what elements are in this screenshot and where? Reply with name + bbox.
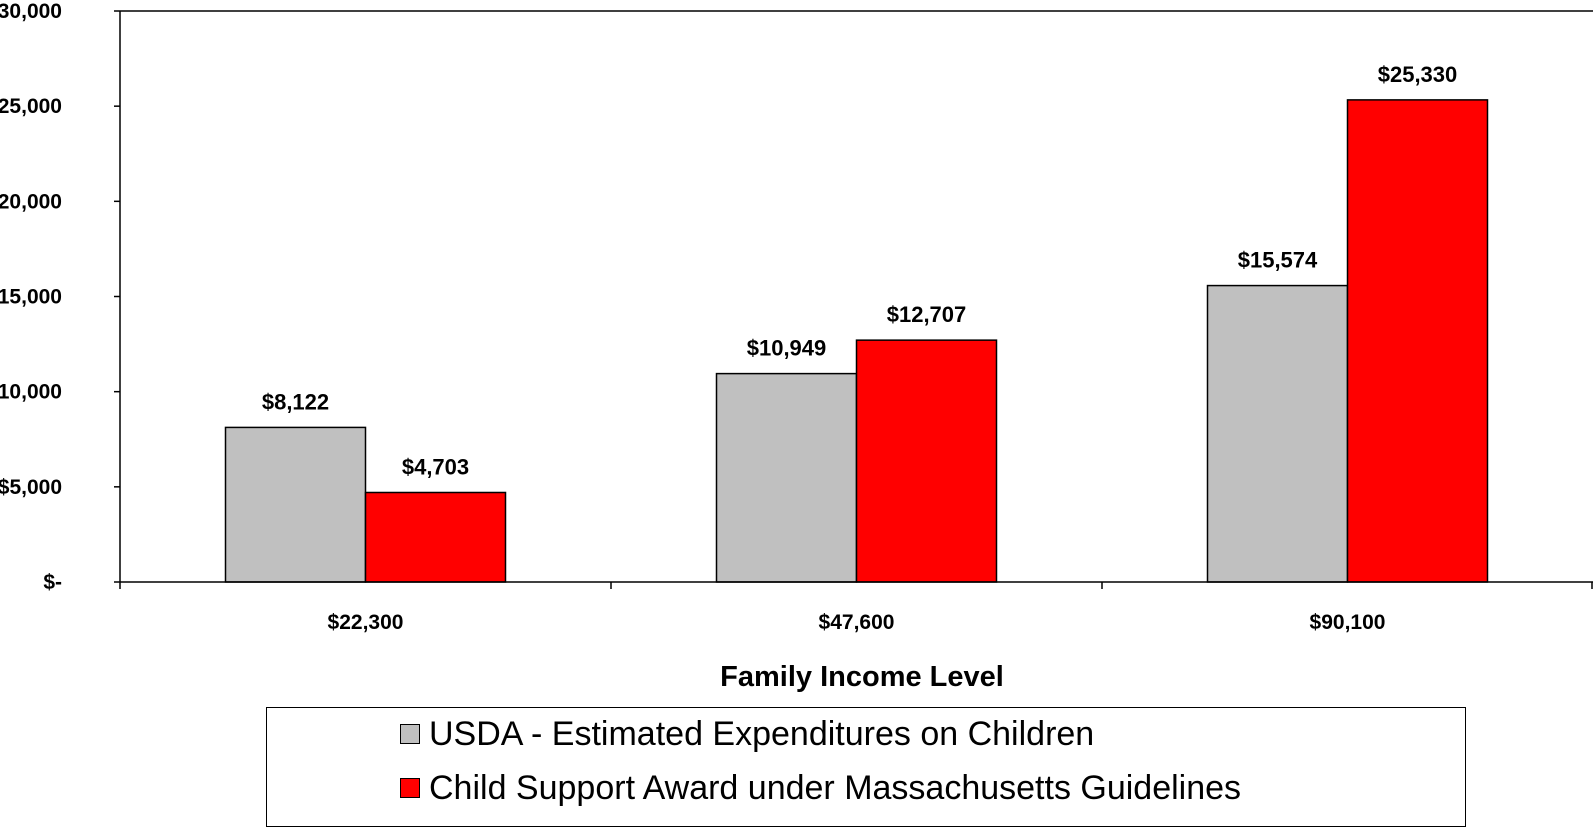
data-label: $8,122 <box>262 389 329 414</box>
bar <box>366 492 506 582</box>
data-label: $15,574 <box>1238 248 1318 273</box>
y-tick-label: $- <box>43 571 62 594</box>
data-label: $25,330 <box>1378 62 1458 87</box>
bar <box>857 340 997 582</box>
x-tick-label: $22,300 <box>328 611 404 634</box>
bar-chart: $- $5,000 $10,000 $15,000 $20,000 $25,000 $30,… <box>0 0 1593 700</box>
legend-item-massachusetts: Child Support Award under Massachusetts … <box>400 768 1241 808</box>
y-tick-label: $25,000 <box>0 95 62 118</box>
legend-label-usda: USDA - Estimated Expenditures on Childre… <box>429 715 1094 754</box>
x-axis-title: Family Income Level <box>720 661 1004 693</box>
legend-item-usda: USDA - Estimated Expenditures on Childre… <box>400 714 1094 754</box>
y-tick-label: $15,000 <box>0 286 62 309</box>
bar <box>1348 100 1488 582</box>
bar <box>226 427 366 582</box>
y-tick-label: $30,000 <box>0 0 62 23</box>
legend-swatch-usda <box>400 724 420 744</box>
x-tick-label: $47,600 <box>819 611 895 634</box>
y-tick-label: $20,000 <box>0 190 62 213</box>
data-label: $10,949 <box>747 336 827 361</box>
y-tick-label: $5,000 <box>0 476 62 499</box>
bar <box>717 374 857 582</box>
x-tick-label: $90,100 <box>1310 611 1386 634</box>
legend: USDA - Estimated Expenditures on Childre… <box>266 707 1466 827</box>
data-label: $4,703 <box>402 454 469 479</box>
bar <box>1208 286 1348 582</box>
y-tick-label: $10,000 <box>0 381 62 404</box>
legend-label-massachusetts: Child Support Award under Massachusetts … <box>429 769 1241 808</box>
legend-swatch-massachusetts <box>400 778 420 798</box>
data-label: $12,707 <box>887 302 967 327</box>
plot-area: $- $5,000 $10,000 $15,000 $20,000 $25,000 $30,… <box>0 0 1593 634</box>
